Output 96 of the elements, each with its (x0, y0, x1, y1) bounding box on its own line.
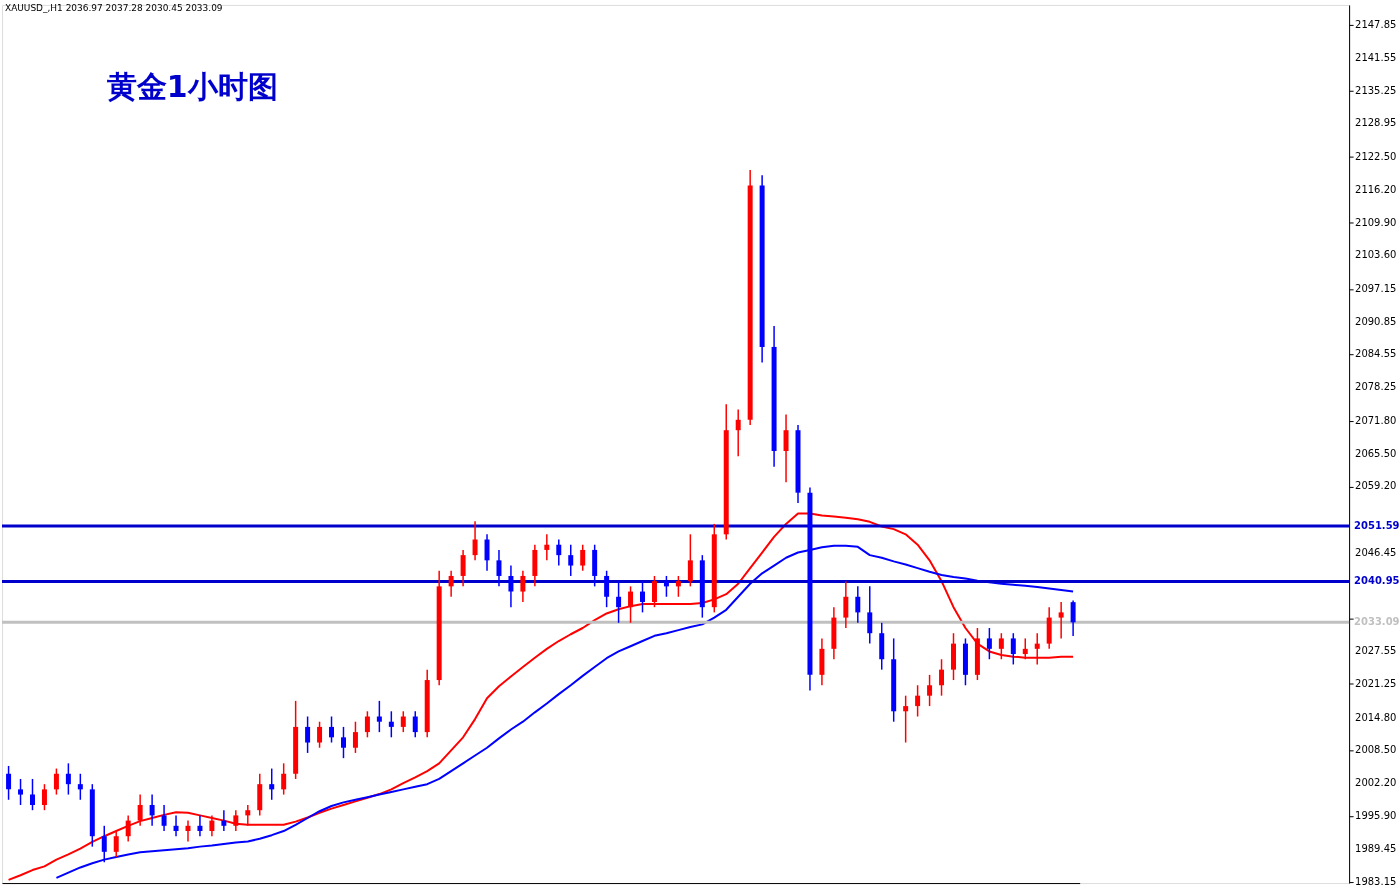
candlestick (998, 632, 1004, 660)
candlestick (6, 765, 12, 801)
candlestick (687, 533, 693, 588)
candlestick (1058, 601, 1064, 640)
y-tick-label: 2014.80 (1355, 711, 1397, 723)
y-tick-label: 2084.55 (1355, 348, 1397, 360)
candlestick (65, 762, 71, 796)
candlestick (221, 809, 227, 832)
candlestick (233, 809, 239, 832)
candlestick (783, 413, 789, 484)
ref-line-label: 2033.09 (1354, 616, 1400, 628)
candlestick (508, 564, 514, 608)
candlestick (281, 762, 287, 796)
y-tick-label: 2065.50 (1355, 447, 1397, 459)
ref-line-label: 2051.59 (1354, 520, 1400, 532)
candlestick (735, 408, 741, 457)
y-tick-label: 2141.55 (1355, 51, 1397, 63)
candlestick (352, 720, 358, 754)
candlestick (125, 814, 131, 843)
candlestick (915, 684, 921, 718)
candlestick (317, 720, 323, 749)
candlestick (269, 767, 275, 801)
candlestick (388, 710, 394, 739)
candlestick (472, 520, 478, 562)
candlestick (18, 778, 24, 806)
candlestick (604, 570, 610, 608)
y-tick-label: 1989.45 (1355, 843, 1397, 855)
y-tick-label: 2122.50 (1355, 150, 1397, 162)
y-tick-label: 2097.15 (1355, 282, 1397, 294)
y-tick-label: 2135.25 (1355, 84, 1397, 96)
candlestick (161, 804, 167, 832)
candlestick (544, 533, 550, 562)
candlestick (101, 825, 107, 863)
candlestick (580, 543, 586, 572)
candlestick (1022, 637, 1028, 660)
candlestick (1070, 599, 1076, 637)
y-tick-label: 2071.80 (1355, 414, 1397, 426)
candlestick (640, 580, 645, 614)
candlestick (30, 778, 35, 811)
candlestick (173, 814, 179, 837)
candlestick (364, 710, 370, 739)
y-tick-label: 2103.60 (1355, 249, 1397, 261)
candlestick (305, 715, 311, 754)
y-tick-label: 2002.20 (1355, 777, 1397, 789)
y-tick-label: 2109.90 (1355, 216, 1397, 228)
candlestick (329, 715, 335, 744)
candlestick (448, 570, 454, 598)
y-tick-label: 2078.25 (1355, 381, 1397, 393)
y-tick-label: 2116.20 (1355, 183, 1397, 195)
ref-line-label: 2040.95 (1354, 575, 1400, 587)
y-tick-label: 2046.45 (1355, 546, 1397, 558)
candlestick (185, 819, 191, 843)
candlestick (400, 710, 406, 733)
candlestick (496, 549, 502, 588)
y-tick-label: 2008.50 (1355, 744, 1397, 756)
candlestick (149, 793, 155, 827)
candlestick (520, 570, 526, 603)
candlestick (484, 533, 490, 572)
candlestick (77, 773, 83, 801)
y-tick-label: 2128.95 (1355, 117, 1397, 129)
candlestick (843, 580, 849, 629)
candlestick (986, 627, 992, 660)
y-tick-label: 2147.85 (1355, 18, 1397, 30)
y-tick-label: 2027.55 (1355, 645, 1397, 657)
annotation: XAUUSD_,H1 2036.97 2037.28 2030.45 2033.09 (4, 2, 223, 13)
candlestick (556, 538, 562, 567)
candlestick (927, 674, 933, 707)
candlestick (245, 804, 251, 827)
y-tick-label: 1995.90 (1355, 809, 1397, 821)
candlestick (903, 694, 909, 744)
candlestick (412, 710, 418, 739)
y-tick-label: 1983.15 (1355, 876, 1397, 886)
candlestick (939, 658, 945, 697)
candlestick (376, 700, 382, 733)
candlestick (137, 793, 143, 827)
y-tick-label: 2059.20 (1355, 480, 1397, 492)
y-tick-label: 2021.25 (1355, 677, 1397, 689)
candlestick (1010, 632, 1016, 666)
candlestick (460, 549, 466, 588)
candlestick (53, 767, 59, 796)
candlestick (41, 783, 47, 811)
candlestick (628, 585, 634, 624)
candlestick (209, 814, 215, 837)
candlestick (1034, 632, 1040, 666)
candlestick (616, 580, 622, 624)
candlestick (340, 726, 346, 759)
candlestick (855, 585, 861, 624)
candlestick (568, 543, 574, 577)
candlestick (651, 575, 657, 608)
candlestick (867, 585, 873, 645)
candlestick (663, 575, 669, 598)
candlestick (197, 814, 203, 837)
y-tick-label: 2090.85 (1355, 315, 1397, 327)
candlestick (675, 575, 681, 598)
text: 黄金1小时图 (106, 68, 278, 104)
candlestick (113, 830, 119, 858)
